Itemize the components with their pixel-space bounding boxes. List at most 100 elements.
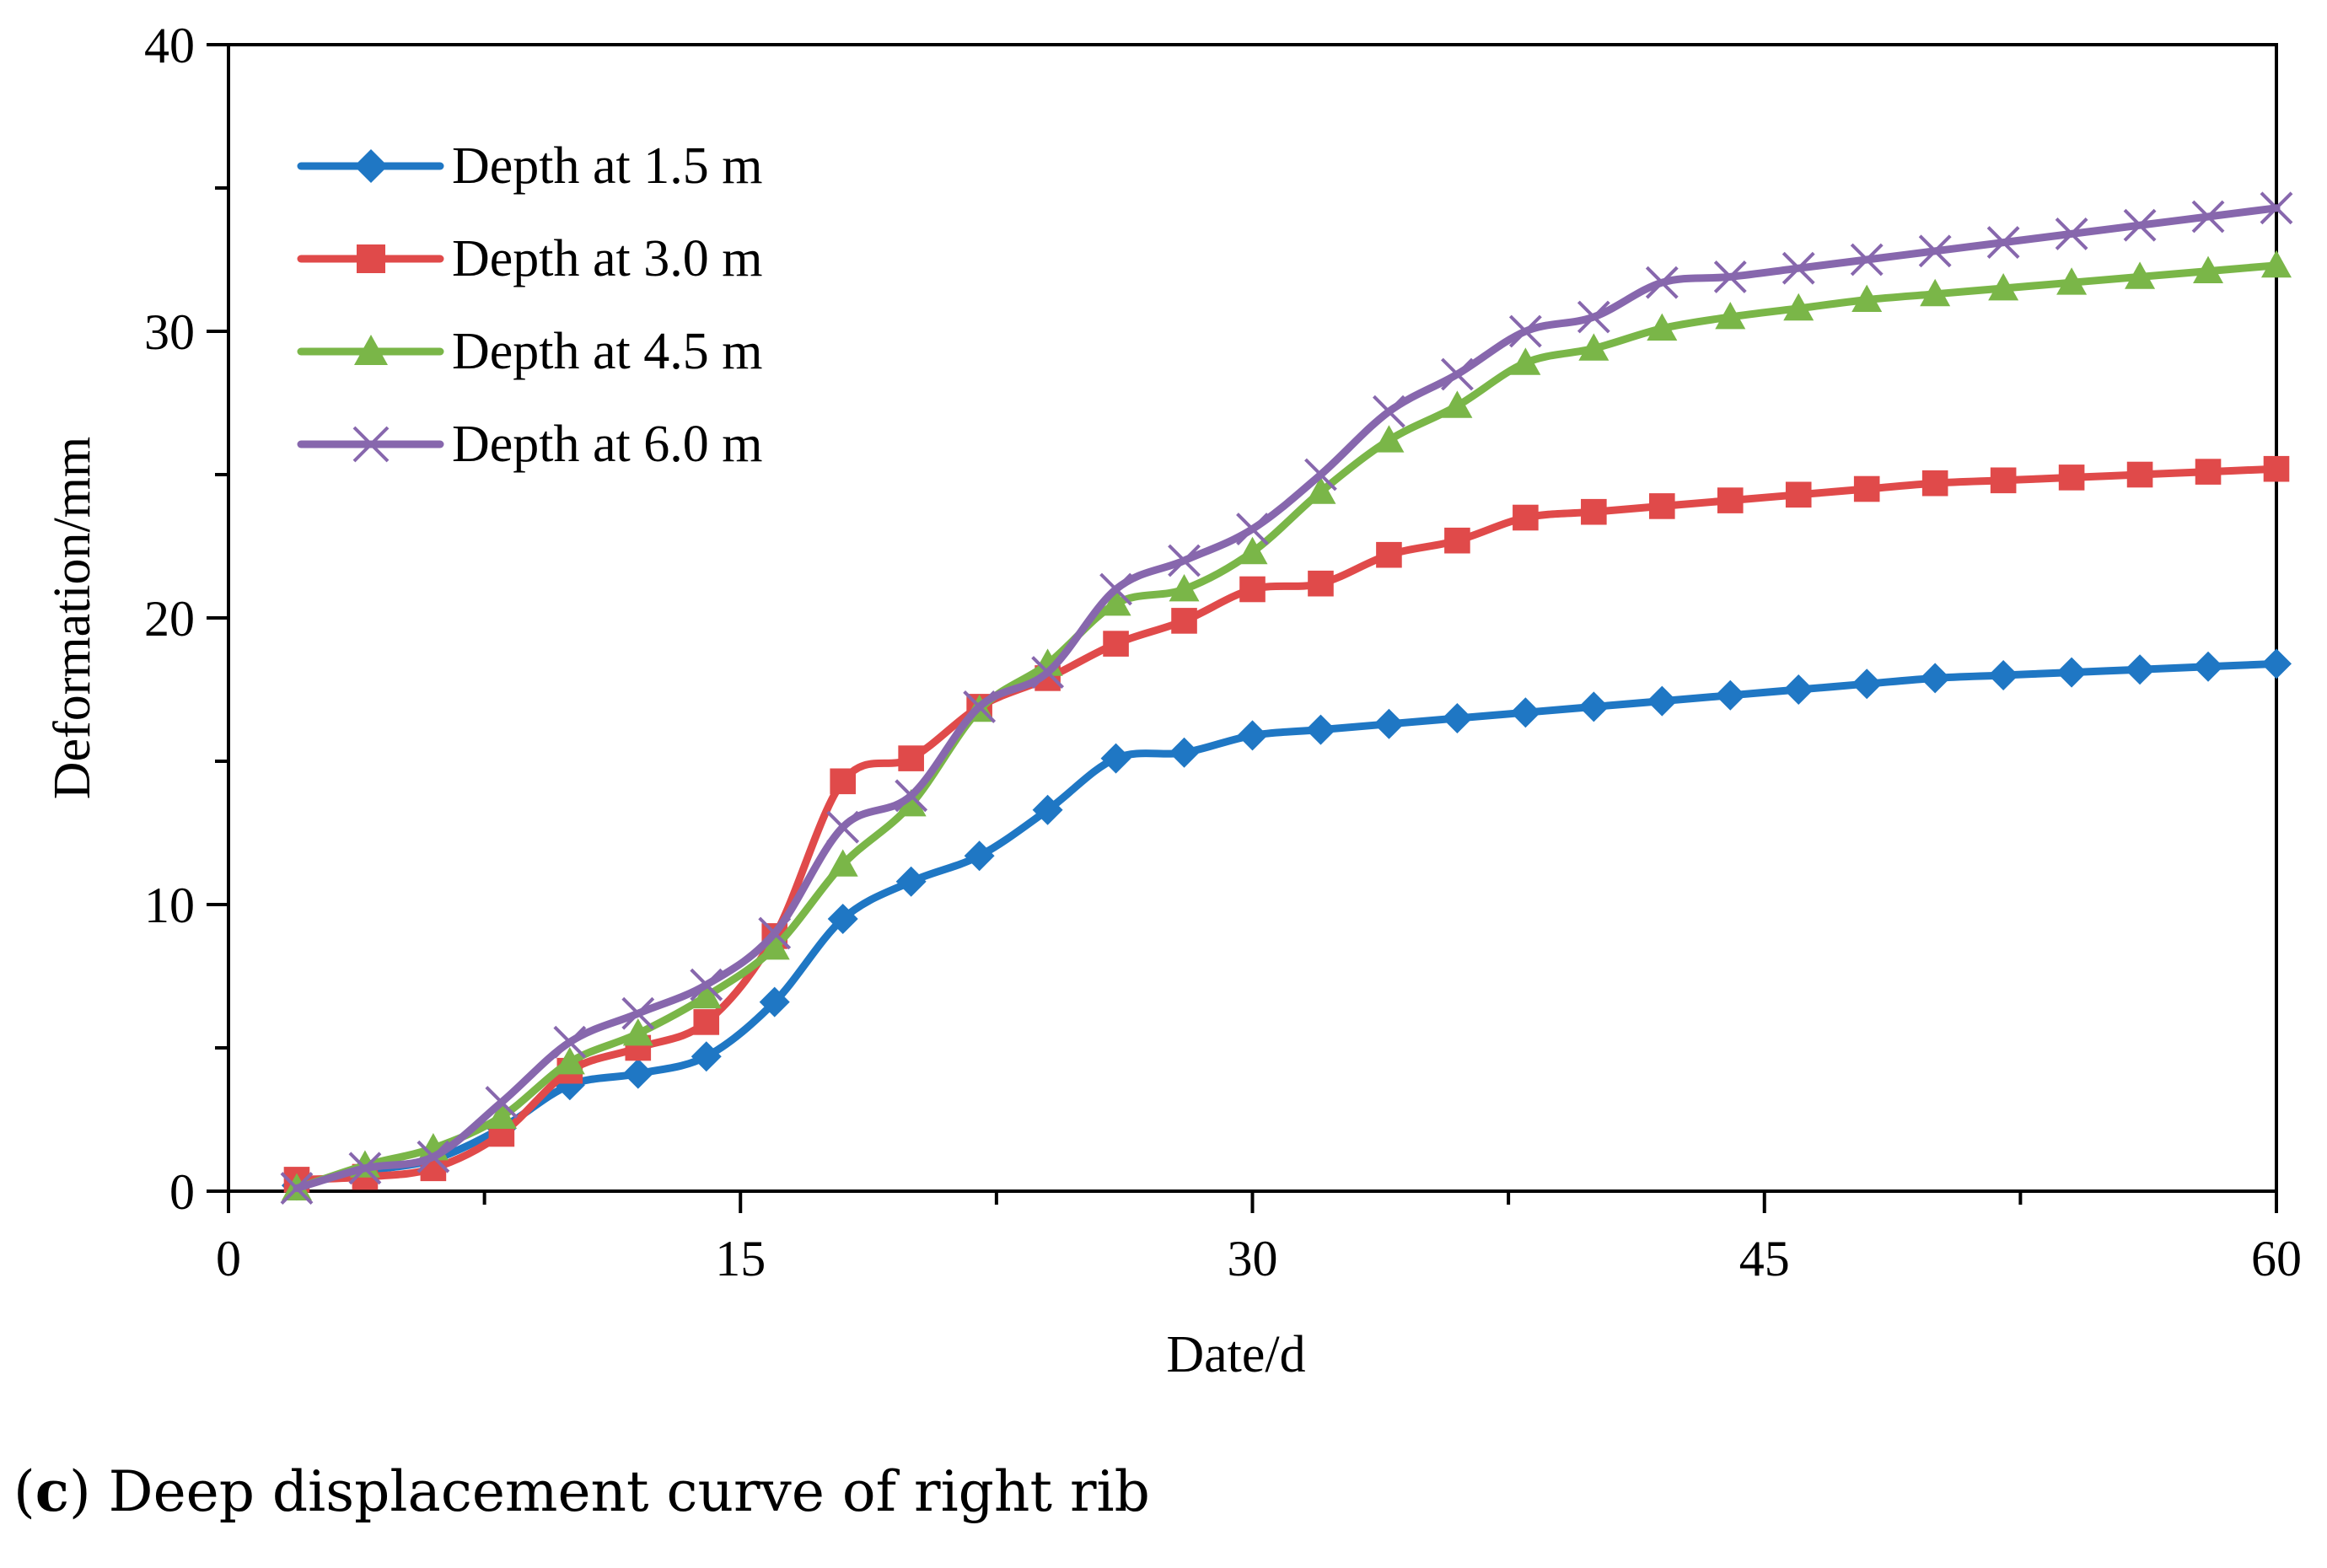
data-point-stroke [1850,243,1884,277]
data-point-stroke [758,916,792,950]
legend-label: Depth at 1.5 m [452,137,763,195]
data-point [1510,697,1541,728]
data-point [2261,250,2292,278]
data-point-stroke [1236,513,1269,546]
data-point [1578,691,1610,722]
data-point [1921,470,1948,497]
data-point [1783,293,1814,321]
data-point-stroke [553,1025,587,1059]
data-point-stroke [963,690,997,723]
series-line [293,464,2281,1184]
data-point-stroke [416,1140,450,1173]
legend-item: Depth at 6.0 m [297,416,763,473]
series-4 [280,191,2293,1206]
y-tick-label: 40 [144,18,195,73]
data-point [622,1018,653,1046]
axes: 0 15 30 45 60 0 10 20 30 40 [144,18,2302,1286]
data-point-stroke [621,996,655,1030]
data-point [621,996,655,1030]
data-point [1444,527,1470,554]
data-point [1578,333,1610,361]
x-tick-label: 60 [2251,1231,2302,1286]
data-point [759,986,790,1018]
data-point [2263,455,2290,482]
data-point [1237,536,1268,565]
y-tick-label: 0 [169,1164,195,1220]
legend-marker [354,335,388,365]
data-point-stroke [1782,251,1815,285]
data-point [1169,737,1200,768]
data-point-stroke [1918,234,1952,268]
data-point [1988,660,2019,690]
data-point [1920,663,1951,694]
data-point [2055,217,2088,250]
data-point [554,1047,585,1075]
data-point [1513,504,1539,531]
legend-marker [354,149,388,183]
data-point [963,690,997,723]
data-point [2261,648,2292,679]
data-point-stroke [485,1086,519,1120]
data-point [1785,481,1812,508]
data-point-stroke [1031,656,1065,690]
data-point [553,1025,587,1059]
caption-label: c [35,1458,69,1524]
data-point [1099,572,1132,606]
data-point [1645,266,1679,299]
data-point [1850,243,1884,277]
data-point [691,980,722,1009]
data-point [1373,425,1405,453]
data-point [622,1058,653,1089]
legend: Depth at 1.5 m Depth at 3.0 m Depth at 4.5… [297,137,763,473]
caption-text: Deep displacement curve of right rib [90,1459,1150,1524]
y-tick-label: 20 [144,591,195,647]
data-point [1851,669,1883,700]
data-point [1782,251,1815,285]
data-point [2193,651,2224,682]
x-axis-title: Date/d [1166,1326,1305,1383]
data-point [2125,654,2156,685]
data-point [1853,475,1880,502]
data-point-stroke [1304,458,1337,491]
legend-item: Depth at 1.5 m [297,137,763,195]
data-point [1304,458,1337,491]
data-point [1032,794,1063,825]
data-point [1168,544,1201,577]
y-axis-title: Deformation/mm [44,437,101,799]
x-tick-label: 45 [1739,1231,1790,1286]
data-point [1442,390,1473,418]
data-point [1440,357,1474,391]
data-point [2260,191,2293,225]
legend-label: Depth at 4.5 m [452,323,763,380]
legend-item: Depth at 3.0 m [297,230,763,287]
data-point [691,1041,722,1072]
series-3 [281,250,2292,1200]
data-point-stroke [1645,266,1679,299]
series-layer [280,191,2293,1206]
data-point [1647,685,1678,717]
data-point-stroke [1713,260,1747,293]
data-point [1100,588,1131,616]
data-point [1715,302,1746,330]
data-point [1713,260,1747,293]
data-point-stroke [1577,300,1610,334]
data-point [1171,608,1197,634]
data-point [2123,208,2157,242]
data-point [1647,313,1678,341]
data-point [1237,720,1268,751]
data-point-stroke [348,1152,382,1185]
data-point [1239,576,1266,603]
data-point [693,1009,720,1035]
data-point [485,1086,519,1120]
data-point [1442,703,1473,733]
data-point-stroke [2123,208,2157,242]
data-point-stroke [1440,357,1474,391]
data-point [348,1152,382,1185]
data-point [2191,200,2225,234]
data-point [1581,498,1607,525]
data-point-stroke [2260,191,2293,225]
data-point [898,745,924,771]
data-point [2125,261,2156,289]
series-line [293,659,2281,1189]
